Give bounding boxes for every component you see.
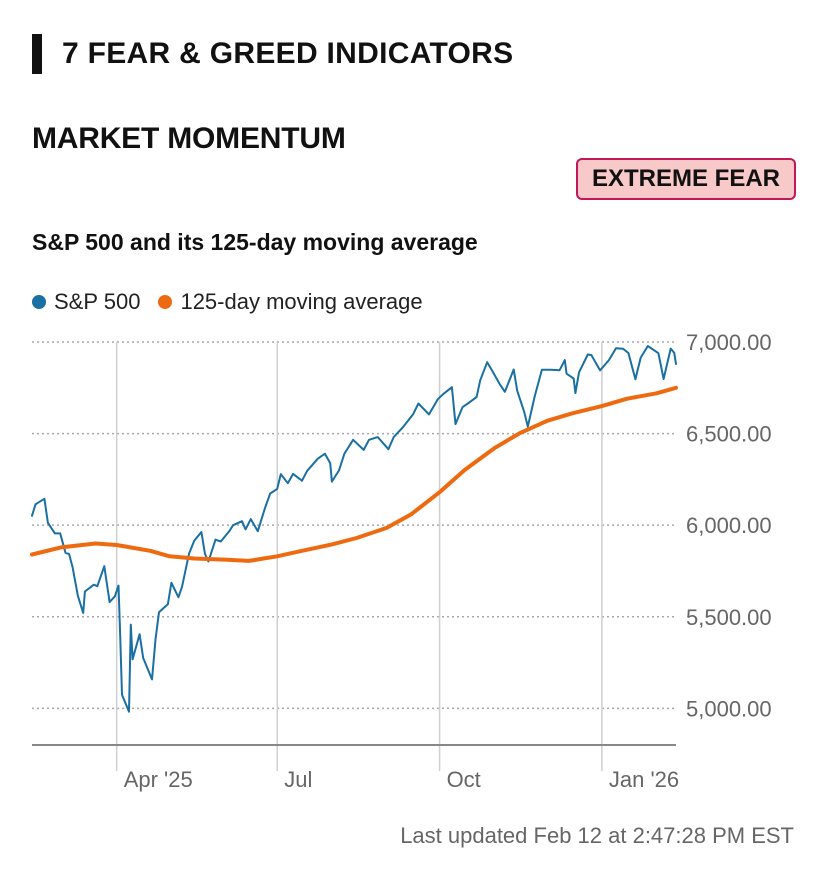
y-tick-label: 7,000.00 bbox=[686, 330, 772, 355]
x-tick-label: Jan '26 bbox=[609, 767, 679, 792]
section-header: 7 FEAR & GREED INDICATORS bbox=[32, 34, 513, 74]
y-tick-label: 5,000.00 bbox=[686, 696, 772, 721]
moving-average-line bbox=[30, 385, 678, 563]
rating-badge: EXTREME FEAR bbox=[575, 158, 796, 200]
legend-label-sp500: S&P 500 bbox=[54, 289, 141, 314]
indicator-title: MARKET MOMENTUM bbox=[32, 122, 346, 155]
line-chart: 7,000.00 6,500.00 6,000.00 5,500.00 5,000.00… bbox=[30, 330, 772, 792]
section-accent-bar bbox=[32, 34, 42, 74]
x-tick-label: Oct bbox=[447, 767, 481, 792]
sp500-line bbox=[31, 345, 677, 713]
last-updated-text: Last updated Feb 12 at 2:47:28 PM EST bbox=[400, 823, 794, 848]
legend-item-moving-average: 125-day moving average bbox=[158, 289, 423, 315]
legend-dot-sp500-icon bbox=[32, 295, 46, 309]
legend-dot-moving-average-icon bbox=[158, 295, 173, 309]
section-title: 7 FEAR & GREED INDICATORS bbox=[62, 37, 514, 70]
legend-item-sp500: S&P 500 bbox=[32, 289, 140, 315]
y-tick-label: 6,000.00 bbox=[686, 513, 772, 538]
legend-label-moving-average: 125-day moving average bbox=[180, 289, 423, 314]
y-tick-label: 5,500.00 bbox=[686, 605, 772, 630]
y-tick-label: 6,500.00 bbox=[686, 422, 772, 447]
x-tick-label: Apr '25 bbox=[124, 767, 193, 792]
chart-title: S&P 500 and its 125-day moving average bbox=[32, 229, 478, 255]
x-tick-label: Jul bbox=[284, 767, 312, 792]
chart-legend: S&P 500 125-day moving average bbox=[32, 289, 441, 315]
